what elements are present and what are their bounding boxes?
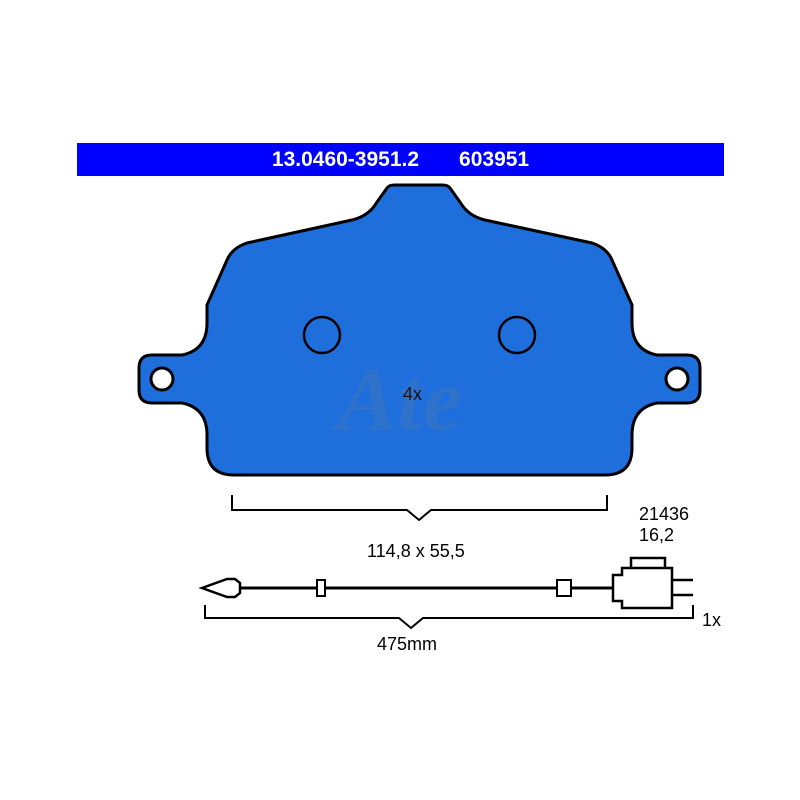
header-bar: 13.0460-3951.2 603951: [77, 143, 724, 176]
sensor-tip: [202, 579, 240, 597]
diagram-svg: [77, 180, 724, 660]
part-number-2: 603951: [459, 148, 529, 172]
diagram: 4x 114,8 x 55,5 21436 16,2 475mm 1x: [77, 180, 724, 660]
connector-body: [613, 568, 672, 608]
sensor-band-1: [317, 580, 325, 596]
sensor-quantity-label: 1x: [702, 610, 721, 631]
sensor-length-label: 475mm: [377, 634, 437, 655]
sensor-band-2: [557, 580, 571, 596]
mount-hole-right: [666, 368, 688, 390]
pad-side-label: 21436 16,2: [639, 504, 724, 546]
dimension-bracket: [232, 495, 607, 520]
connector-clip: [631, 558, 665, 568]
part-number-1: 13.0460-3951.2: [272, 148, 419, 172]
pad-quantity-label: 4x: [403, 384, 422, 405]
length-bracket: [205, 605, 693, 628]
brake-pad-shape: [139, 185, 700, 475]
pad-dimensions-label: 114,8 x 55,5: [367, 541, 465, 562]
mount-hole-left: [151, 368, 173, 390]
